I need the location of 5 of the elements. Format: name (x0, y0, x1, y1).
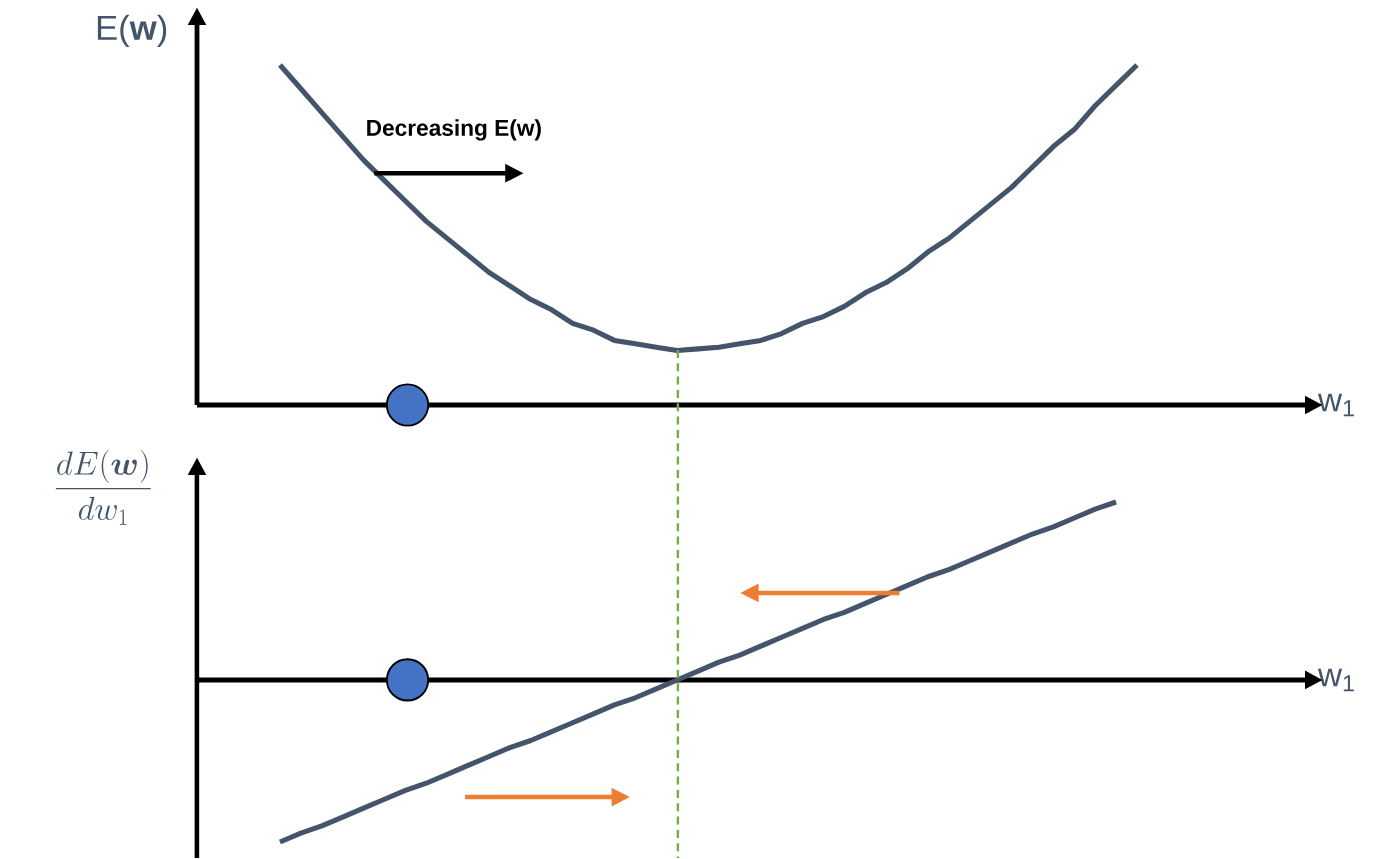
annotation: Decreasing E(w) (367, 119, 541, 141)
x-axis-title: w$_{1}$ (1317, 668, 1354, 692)
y-axis-title: E(w) (97, 14, 167, 47)
y-axis-title: $\frac{dE(\boldsymbol{w})}{dw_{1}}$ (55, 449, 151, 525)
x-axis-title: w$_{1}$ (1317, 393, 1354, 417)
